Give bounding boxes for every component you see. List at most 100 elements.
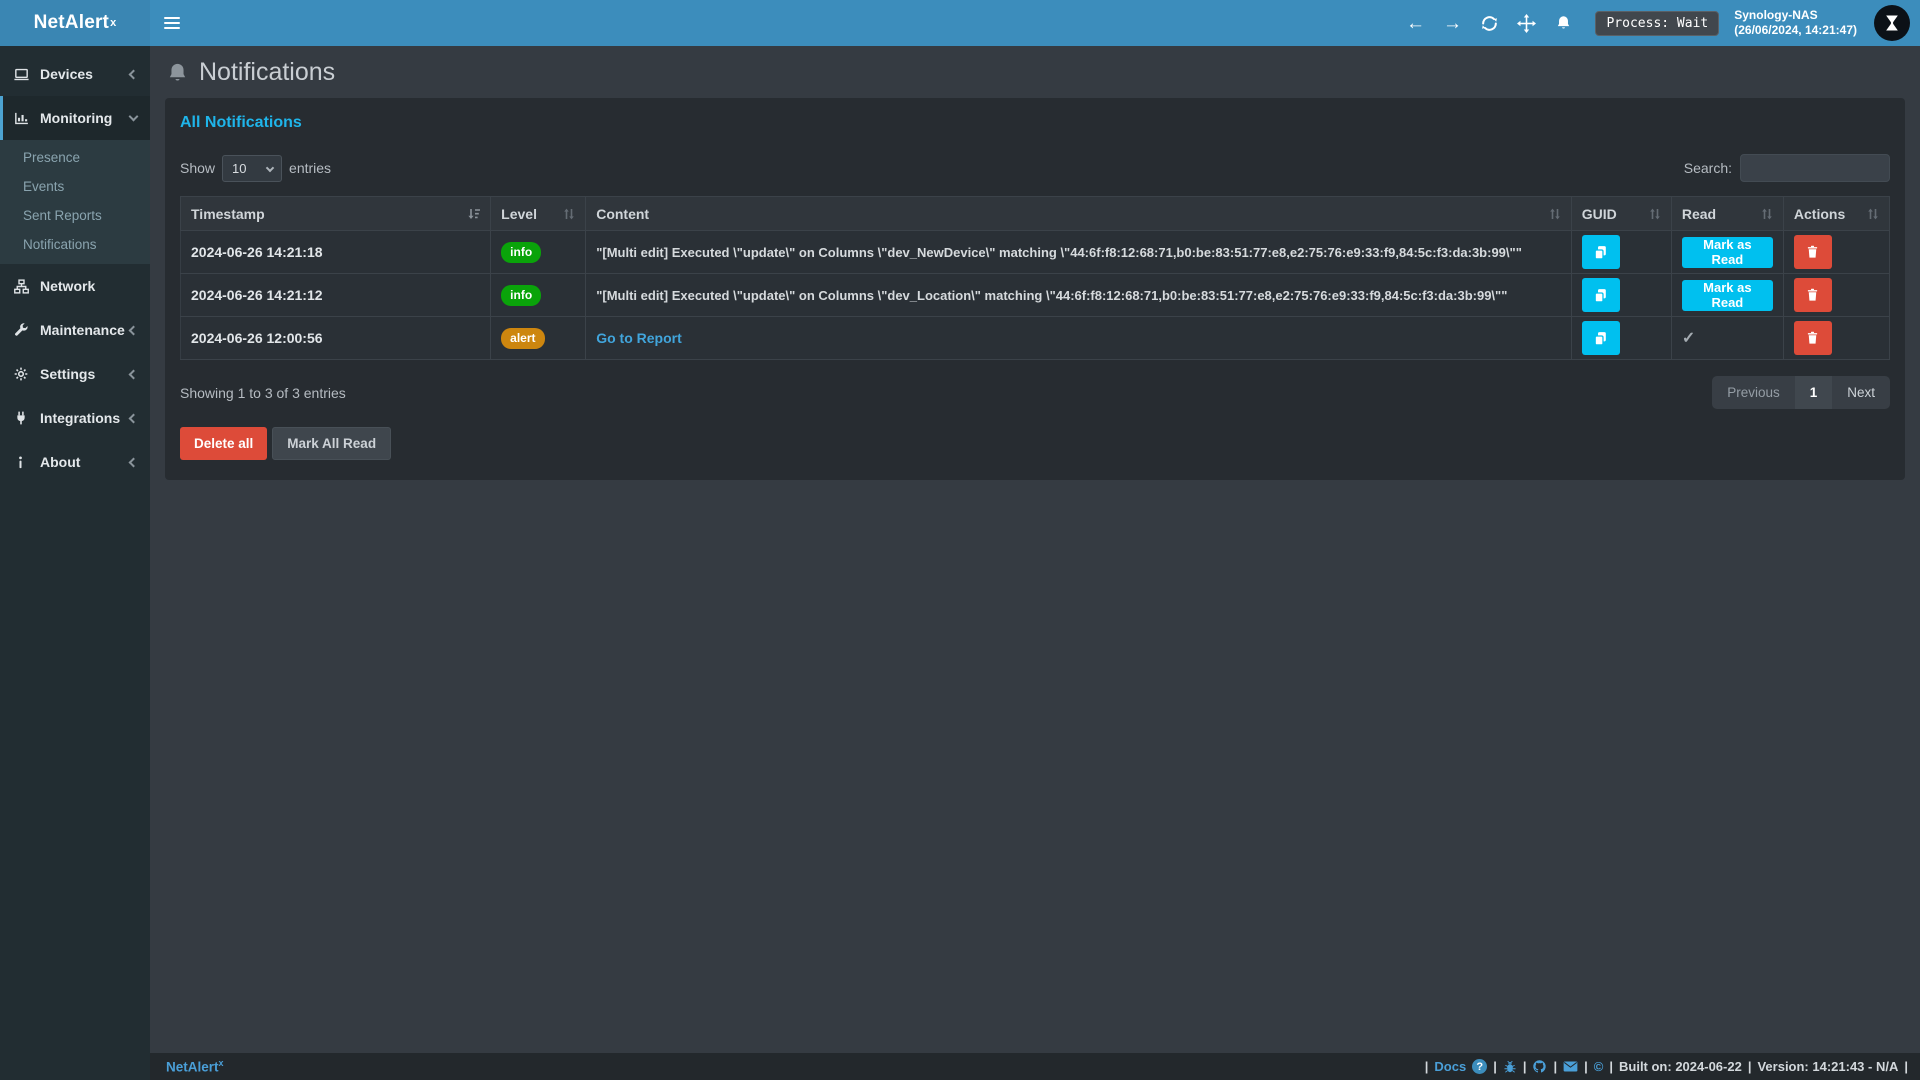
sidebar-item-label: About [40, 454, 81, 470]
content-header: Notifications [150, 46, 1920, 98]
notifications-bell-button[interactable] [1548, 8, 1578, 38]
delete-notification-button[interactable] [1793, 278, 1832, 312]
read-cell: ✓ [1670, 316, 1784, 360]
bell-icon [1557, 16, 1570, 29]
column-header-timestamp[interactable]: Timestamp [179, 196, 492, 231]
page-size-value: 10 [232, 160, 247, 176]
column-header-content[interactable]: Content [585, 196, 1572, 231]
arrow-right-icon: → [1442, 12, 1462, 34]
docs-link[interactable]: Docs [1434, 1059, 1467, 1074]
chevron-left-icon [128, 457, 139, 467]
table-row: 2024-06-26 14:21:12 info "[Multi edit] E… [179, 273, 1891, 317]
delete-all-button[interactable]: Delete all [180, 427, 268, 460]
timestamp-cell: 2024-06-26 12:00:56 [179, 316, 492, 360]
version-text: Version: 14:21:43 - N/A [1757, 1059, 1899, 1074]
delete-notification-button[interactable] [1793, 235, 1832, 269]
page-bell-icon [166, 61, 189, 85]
mark-as-read-button[interactable]: Mark as Read [1681, 236, 1773, 268]
sidebar-item-maintenance[interactable]: Maintenance [0, 308, 150, 352]
host-name: Synology-NAS [1734, 8, 1818, 22]
copy-guid-button[interactable] [1581, 278, 1620, 312]
level-cell: alert [490, 316, 587, 360]
panel-heading: All Notifications [180, 114, 302, 131]
help-question-icon[interactable]: ? [1472, 1059, 1488, 1074]
footer-brand[interactable]: NetAlertx [166, 1058, 224, 1075]
sidebar-item-presence[interactable]: Presence [23, 150, 81, 165]
copyright-symbol[interactable]: © [1593, 1059, 1604, 1074]
table-row: 2024-06-26 12:00:56 alert Go to Report ✓ [179, 316, 1891, 360]
column-header-guid[interactable]: GUID [1570, 196, 1672, 231]
notifications-panel: All Notifications Show 10 entries Search… [165, 98, 1905, 480]
separator: | [1747, 1059, 1752, 1074]
brand-text: NetAlert [33, 12, 110, 33]
sidebar-item-settings[interactable]: Settings [0, 352, 150, 396]
status-badge-info: info [501, 241, 542, 263]
pagination-previous[interactable]: Previous [1727, 385, 1780, 400]
separator: | [1553, 1059, 1558, 1074]
level-cell: info [490, 273, 587, 317]
show-label: Show [180, 160, 216, 176]
copy-icon [1594, 331, 1607, 346]
wrench-icon [13, 322, 33, 338]
showing-entries-text: Showing 1 to 3 of 3 entries [180, 384, 346, 401]
separator: | [1522, 1059, 1527, 1074]
sort-icon [1762, 208, 1772, 219]
gear-icon [13, 366, 33, 382]
process-status-badge[interactable]: Process: Wait [1595, 10, 1720, 36]
sidebar-item-about[interactable]: About [0, 440, 150, 484]
sort-desc-icon [468, 208, 481, 219]
delete-notification-button[interactable] [1793, 321, 1832, 355]
refresh-button[interactable] [1474, 8, 1504, 38]
sidebar-item-network[interactable]: Network [0, 264, 150, 308]
nav-back-button[interactable]: ← [1400, 8, 1430, 38]
pagination-next[interactable]: Next [1847, 385, 1875, 400]
email-envelope-icon[interactable] [1563, 1060, 1578, 1073]
status-badge-alert: alert [501, 327, 545, 349]
sidebar-toggle-button[interactable] [150, 0, 194, 46]
nav-forward-button[interactable]: → [1437, 8, 1467, 38]
bug-report-icon[interactable] [1503, 1060, 1517, 1074]
content-cell: "[Multi edit] Executed \"update\" on Col… [585, 230, 1572, 274]
go-to-report-link[interactable]: Go to Report [596, 330, 682, 346]
column-header-actions[interactable]: Actions [1782, 196, 1891, 231]
column-header-read[interactable]: Read [1670, 196, 1784, 231]
mark-all-read-button[interactable]: Mark All Read [272, 427, 392, 460]
github-link-icon[interactable] [1532, 1059, 1547, 1074]
level-cell: info [490, 230, 587, 274]
sidebar-item-integrations[interactable]: Integrations [0, 396, 150, 440]
guid-cell [1570, 273, 1672, 317]
separator: | [1609, 1059, 1613, 1074]
guid-cell [1570, 316, 1672, 360]
sidebar-item-label: Network [40, 278, 96, 294]
navbar-right-group: ← → [1400, 5, 1910, 41]
move-button[interactable] [1511, 8, 1541, 38]
timestamp-cell: 2024-06-26 14:21:18 [179, 230, 492, 274]
pagination: Previous 1 Next [1712, 376, 1890, 409]
sidebar-item-monitoring[interactable]: Monitoring [0, 96, 150, 140]
trash-icon [1808, 245, 1818, 258]
monitoring-submenu: Presence Events Sent Reports Notificatio… [0, 140, 150, 264]
sidebar-item-devices[interactable]: Devices [0, 52, 150, 96]
sidebar-item-sent-reports[interactable]: Sent Reports [23, 208, 102, 223]
user-avatar[interactable] [1874, 5, 1910, 41]
brand-logo[interactable]: NetAlert x [0, 0, 150, 46]
page-title: Notifications [199, 58, 336, 86]
copy-guid-button[interactable] [1581, 321, 1620, 355]
sidebar-item-label: Integrations [40, 410, 121, 426]
content-cell: Go to Report [585, 316, 1572, 360]
copy-guid-button[interactable] [1581, 235, 1620, 269]
copy-icon [1594, 288, 1607, 303]
column-header-level[interactable]: Level [490, 196, 587, 231]
page-size-group: Show 10 entries [180, 154, 331, 182]
chevron-left-icon [128, 413, 139, 423]
top-navbar: NetAlert x ← → [0, 0, 1920, 46]
sidebar-item-notifications[interactable]: Notifications [23, 237, 97, 252]
notifications-table: Timestamp Level Content GUID Read Action… [179, 196, 1891, 360]
search-label: Search: [1683, 160, 1732, 176]
guid-cell [1570, 230, 1672, 274]
pagination-page-1[interactable]: 1 [1794, 376, 1833, 409]
sidebar-item-events[interactable]: Events [23, 179, 65, 194]
mark-as-read-button[interactable]: Mark as Read [1681, 279, 1773, 311]
page-size-select[interactable]: 10 [222, 154, 283, 182]
search-input[interactable] [1740, 154, 1890, 182]
